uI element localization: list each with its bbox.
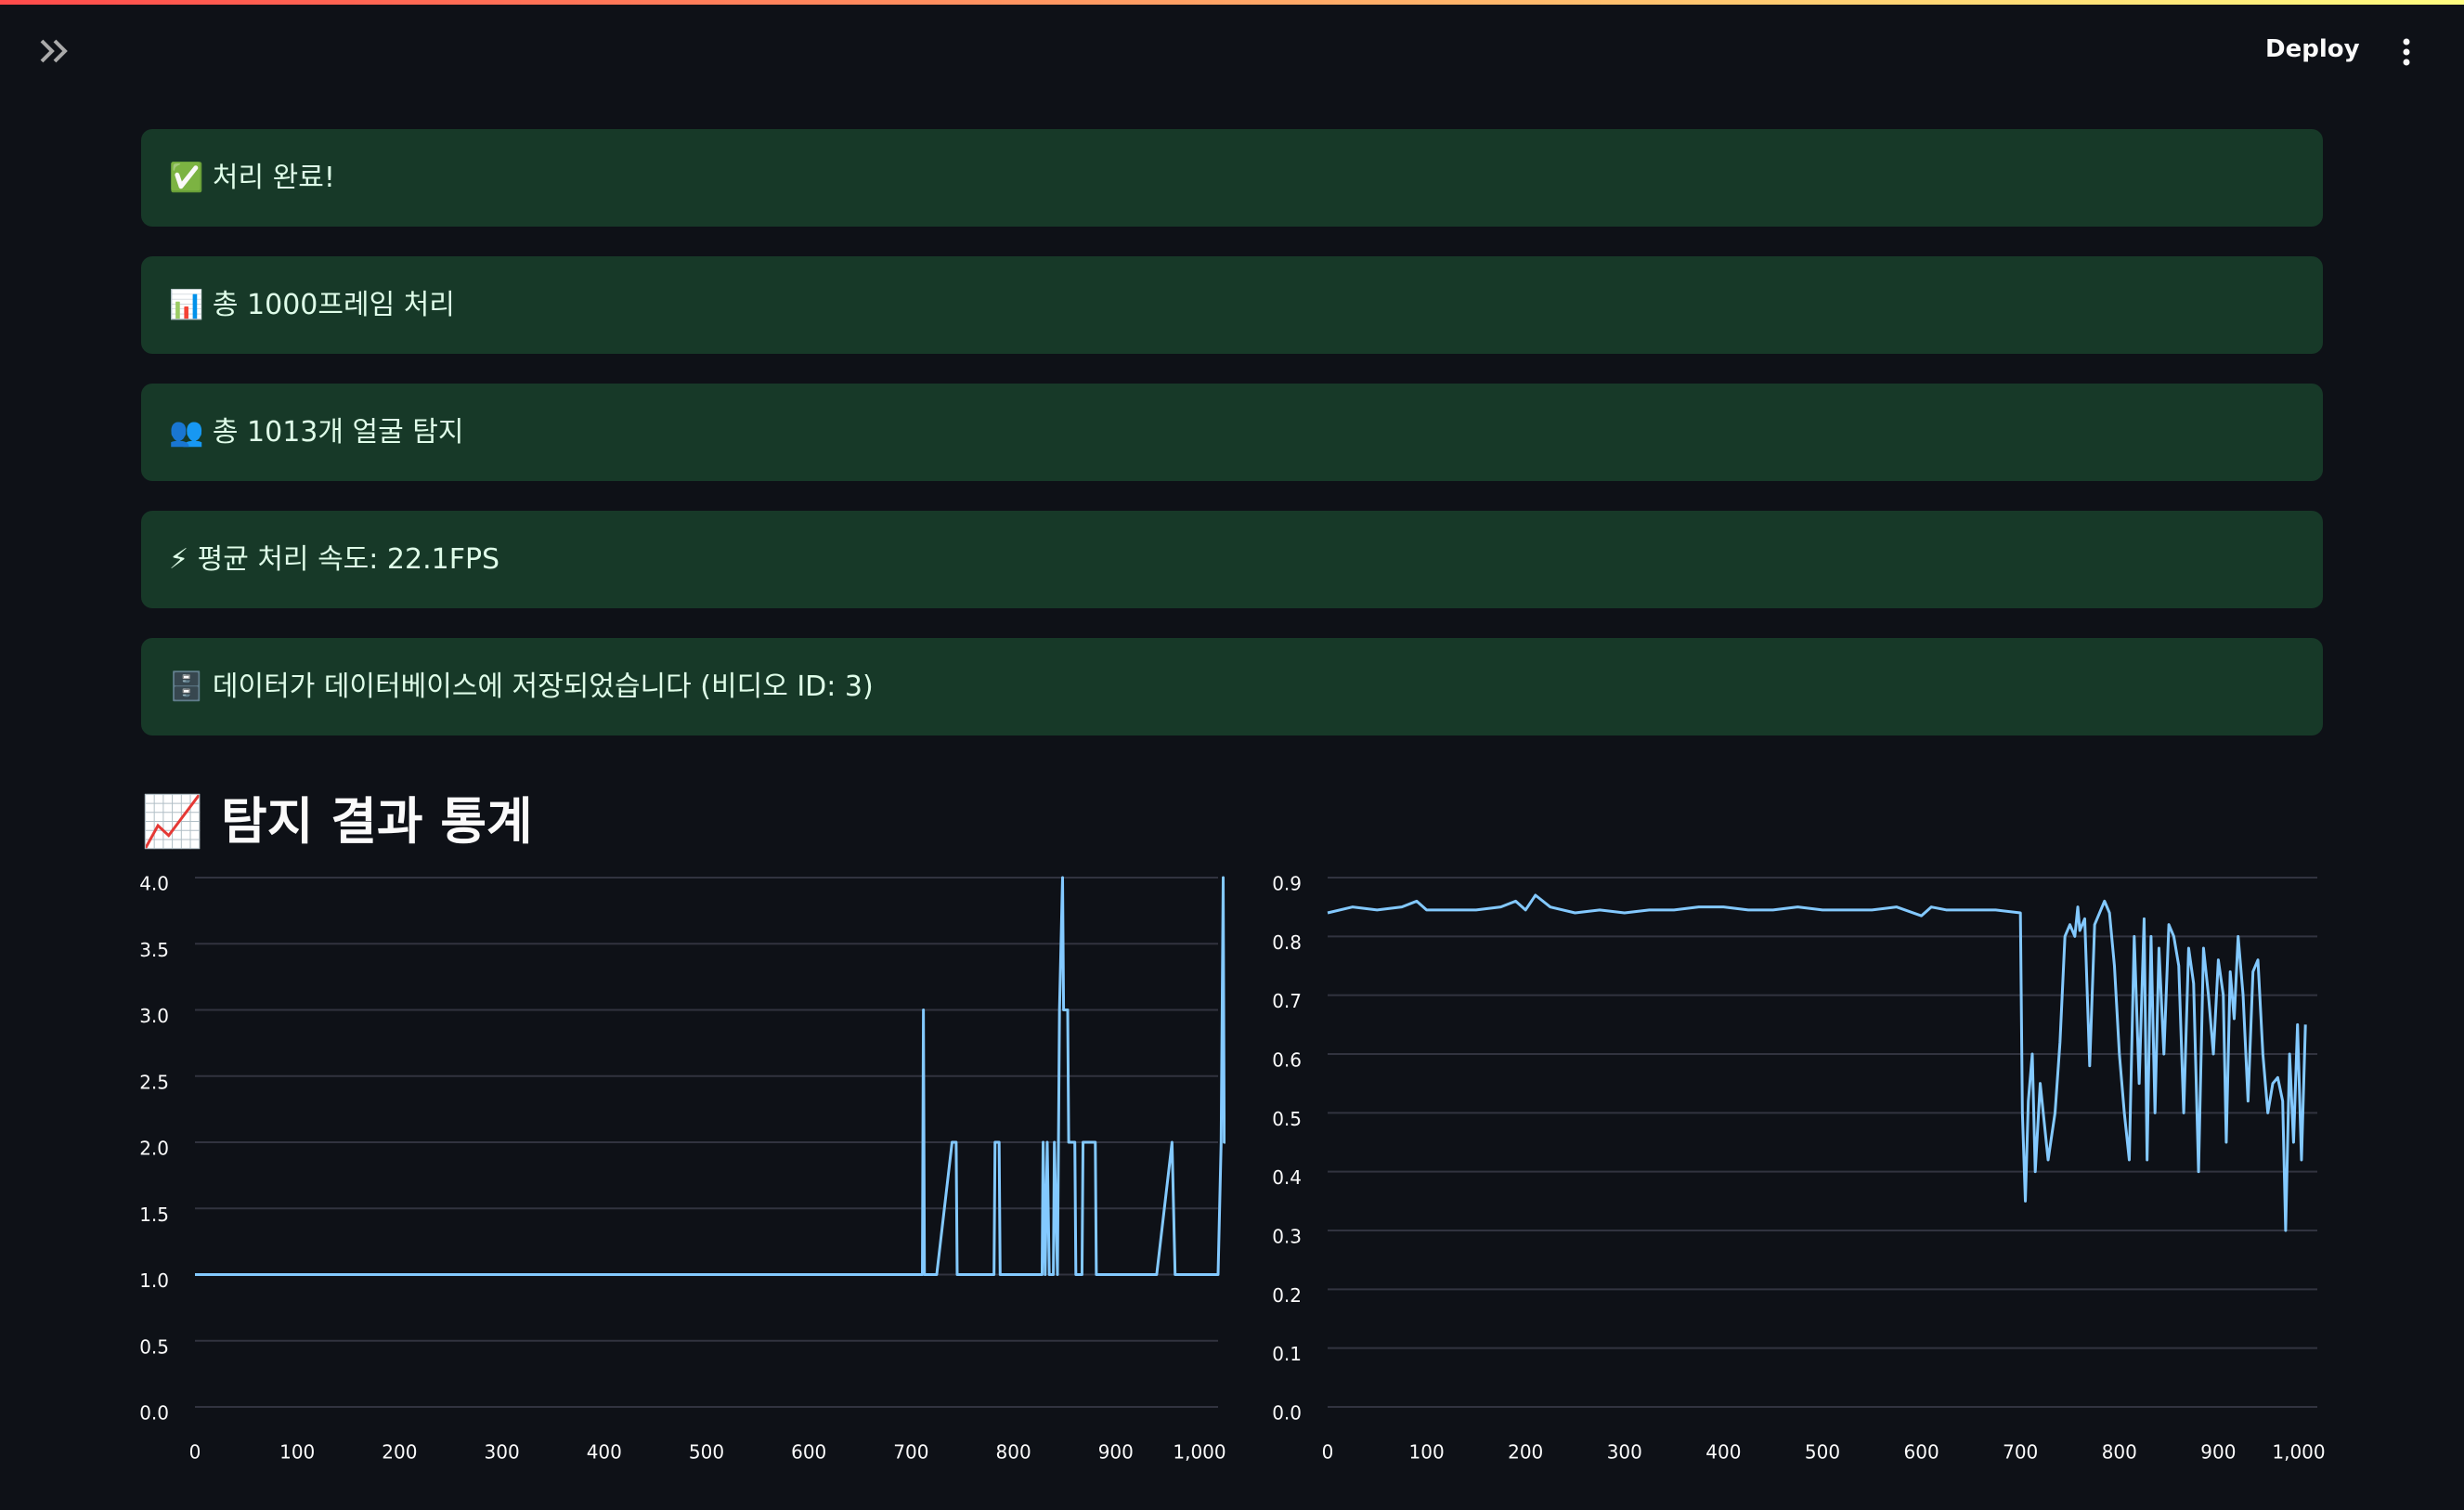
- chart: 0.0 0.5 1.0 1.5 2.0 2.5 3.0 3.5 4.0 0 100 200 300 400…: [139, 873, 1226, 1464]
- main-menu[interactable]: [2400, 37, 2413, 67]
- y-tick-label: 0.2: [1272, 1284, 1302, 1307]
- y-tick-label: 4.0: [139, 873, 169, 895]
- x-tick-label: 0: [189, 1441, 201, 1464]
- y-tick-label: 0.1: [1272, 1343, 1302, 1365]
- y-tick-label: 0.3: [1272, 1226, 1302, 1248]
- x-tick-label: 400: [587, 1441, 622, 1464]
- data-line: [195, 876, 1226, 1276]
- x-tick-label: 400: [1705, 1441, 1741, 1464]
- y-tick-label: 0.7: [1272, 990, 1302, 1012]
- x-tick-label: 700: [893, 1441, 928, 1464]
- y-tick-label: 2.5: [139, 1071, 169, 1093]
- y-tick-label: 1.5: [139, 1204, 169, 1226]
- x-tick-label: 300: [1607, 1441, 1642, 1464]
- y-tick-label: 0.5: [139, 1335, 169, 1358]
- y-tick-label: 3.0: [139, 1005, 169, 1027]
- x-tick-label: 0: [1322, 1441, 1334, 1464]
- x-tick-label: 800: [2102, 1441, 2137, 1464]
- alert: 🗄️ 데이터가 데이터베이스에 저장되었습니다 (비디오 ID: 3): [141, 638, 2323, 735]
- y-tick-label: 3.5: [139, 939, 169, 961]
- y-tick-label: 2.0: [139, 1138, 169, 1160]
- alert: ✅ 처리 완료!: [141, 129, 2323, 227]
- y-tick-label: 0.5: [1272, 1108, 1302, 1130]
- y-tick-label: 0.4: [1272, 1166, 1302, 1189]
- x-tick-label: 800: [996, 1441, 1031, 1464]
- expand-sidebar[interactable]: [39, 37, 71, 65]
- y-tick-label: 1.0: [139, 1269, 169, 1292]
- data-line: [1327, 893, 2307, 1232]
- x-tick-label: 100: [279, 1441, 315, 1464]
- x-tick-label: 500: [1805, 1441, 1840, 1464]
- y-tick-label: 0.8: [1272, 931, 1302, 954]
- x-tick-label: 300: [485, 1441, 520, 1464]
- x-tick-label: 700: [2003, 1441, 2038, 1464]
- alert: ⚡ 평균 처리 속도: 22.1FPS: [141, 511, 2323, 608]
- x-tick-label: 600: [791, 1441, 826, 1464]
- y-tick-label: 0.0: [1272, 1402, 1302, 1425]
- x-tick-label: 100: [1409, 1441, 1445, 1464]
- x-tick-label: 500: [689, 1441, 724, 1464]
- chart: 0.0 0.1 0.2 0.3 0.4 0.5 0.6 0.7 0.8 0.9 0 100 200 300…: [1272, 873, 2325, 1464]
- alert: 👥 총 1013개 얼굴 탐지: [141, 384, 2323, 481]
- x-tick-label: 200: [1508, 1441, 1543, 1464]
- top-decoration: [0, 0, 2464, 5]
- x-tick-label: 200: [382, 1441, 417, 1464]
- alert: 📊 총 1000프레임 처리: [141, 256, 2323, 354]
- y-tick-label: 0.0: [139, 1402, 169, 1425]
- x-tick-label: 900: [2200, 1441, 2236, 1464]
- x-tick-label: 1,000: [2272, 1441, 2325, 1464]
- x-tick-label: 1,000: [1173, 1441, 1226, 1464]
- deploy-button[interactable]: Deploy: [2265, 35, 2360, 63]
- x-tick-label: 900: [1098, 1441, 1134, 1464]
- y-tick-label: 0.6: [1272, 1049, 1302, 1072]
- x-tick-label: 600: [1904, 1441, 1939, 1464]
- y-tick-label: 0.9: [1272, 873, 1302, 895]
- section-title: 📈 탐지 결과 통계: [141, 792, 533, 851]
